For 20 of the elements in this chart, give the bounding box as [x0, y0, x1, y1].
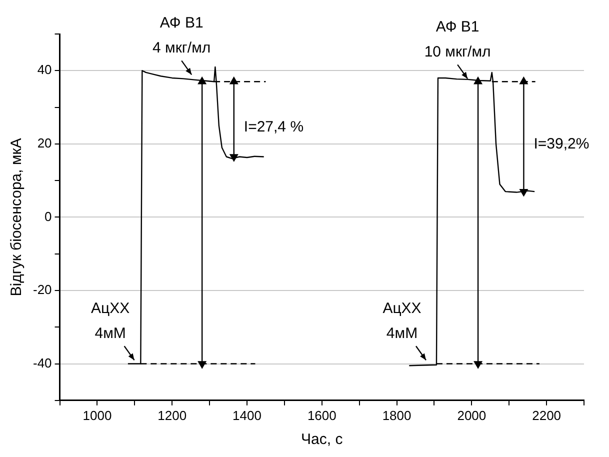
y-tick-label: 40 [37, 62, 52, 78]
x-tick-label: 1400 [232, 408, 262, 423]
x-tick-label: 2200 [532, 408, 562, 423]
annotation: I=27,4 % [244, 118, 304, 136]
y-axis-title: Відгук біосенсора, мкА [8, 138, 26, 296]
x-tick-label: 1600 [307, 408, 336, 423]
x-tick-label: 1200 [158, 408, 187, 423]
x-tick-label: 2000 [457, 408, 486, 423]
annotation: АФ В1 10 мкг/мл [424, 18, 491, 61]
y-tick-label: 0 [44, 208, 52, 224]
y-tick-label: -40 [32, 355, 52, 370]
y-tick-label: -20 [32, 282, 52, 298]
annotation: I=39,2% [534, 136, 590, 153]
annotation: АцХХ 4мМ [382, 300, 422, 342]
x-tick-label: 1000 [82, 408, 112, 423]
annotation: АцХХ 4мМ [90, 300, 130, 342]
annotation: АФ В1 4 мкг/мл [152, 14, 211, 57]
y-tick-label: 20 [37, 136, 52, 150]
x-tick-label: 1800 [382, 408, 412, 423]
x-axis-title: Час, с [301, 431, 344, 448]
